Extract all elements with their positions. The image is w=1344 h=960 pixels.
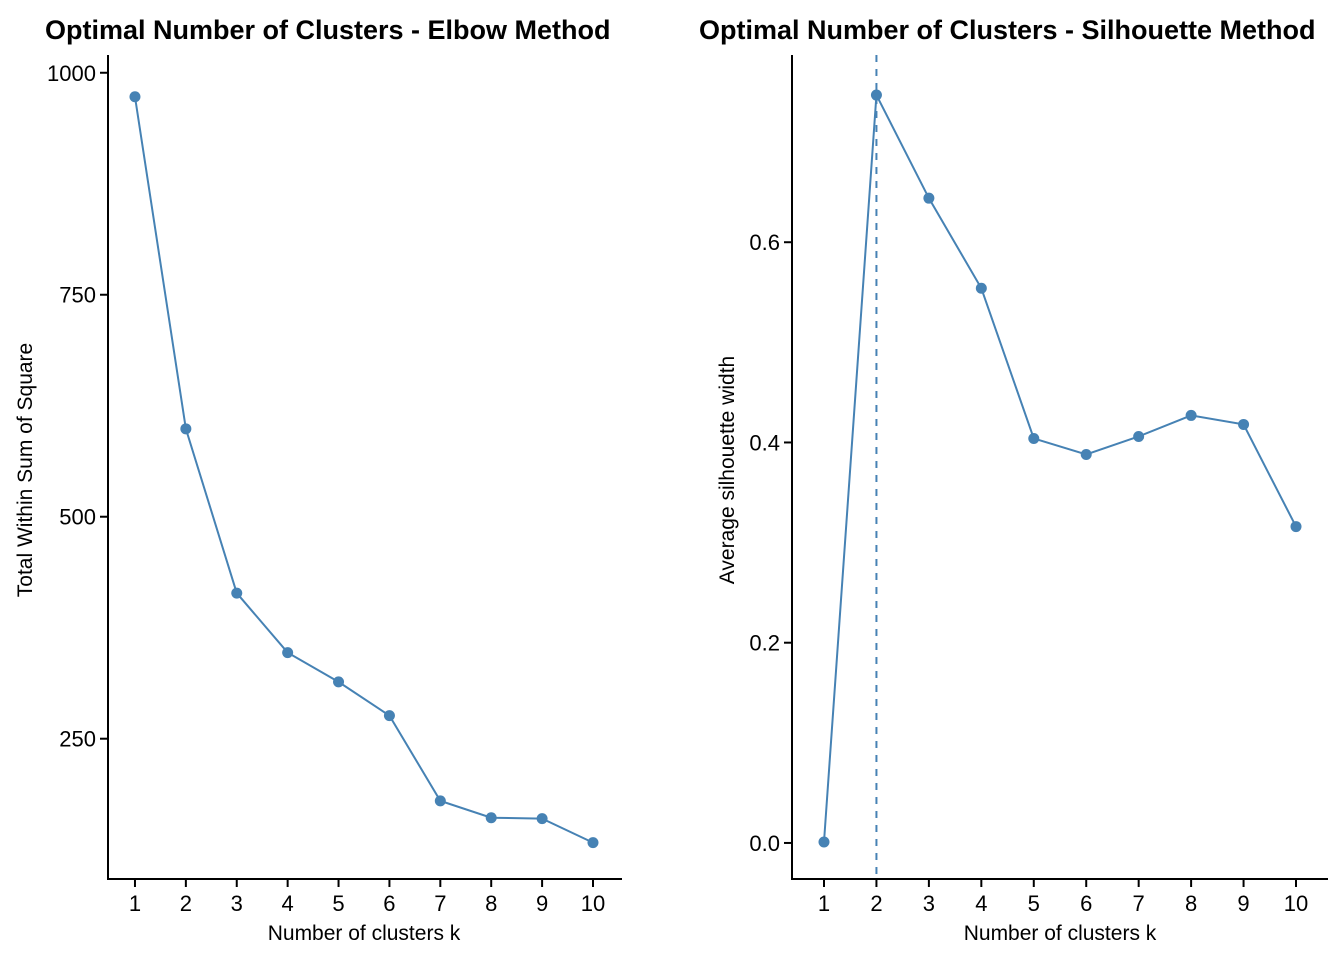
- x-tick-label: 2: [870, 891, 882, 916]
- data-point: [923, 192, 935, 204]
- data-point: [975, 282, 987, 294]
- y-tick-label: 0.2: [749, 631, 780, 656]
- y-tick-label: 1000: [47, 61, 96, 86]
- x-tick-label: 7: [1133, 891, 1145, 916]
- axis-lines: [791, 55, 1328, 880]
- data-point: [587, 837, 599, 849]
- x-tick-label: 1: [129, 891, 141, 916]
- data-point: [485, 812, 497, 824]
- x-tick-label: 9: [536, 891, 548, 916]
- x-tick-label: 3: [231, 891, 243, 916]
- silhouette-y-axis-label: Average silhouette width: [716, 356, 739, 584]
- y-tick-label: 0.6: [749, 230, 780, 255]
- elbow-x-axis-label: Number of clusters k: [268, 922, 461, 945]
- x-tick-label: 8: [1185, 891, 1197, 916]
- x-tick-label: 9: [1237, 891, 1249, 916]
- data-point: [1133, 430, 1145, 442]
- data-point: [870, 89, 882, 101]
- series-line: [822, 91, 1297, 843]
- x-tick-label: 7: [434, 891, 446, 916]
- data-point: [333, 676, 345, 688]
- series-line: [133, 96, 594, 844]
- x-tick-label: 3: [923, 891, 935, 916]
- x-tick-label: 2: [180, 891, 192, 916]
- data-point: [383, 710, 395, 722]
- elbow-y-axis-label: Total Within Sum of Square: [14, 343, 37, 597]
- silhouette-chart-title: Optimal Number of Clusters - Silhouette …: [699, 15, 1316, 45]
- x-tick-label: 10: [581, 891, 605, 916]
- x-tick-label: 8: [485, 891, 497, 916]
- x-tick-label: 4: [282, 891, 294, 916]
- data-point: [536, 813, 548, 825]
- data-point: [1290, 521, 1302, 533]
- x-tick-label: 6: [1080, 891, 1092, 916]
- x-tick-label: 6: [383, 891, 395, 916]
- data-point: [180, 423, 192, 435]
- silhouette-x-axis-label: Number of clusters k: [964, 922, 1157, 945]
- data-point: [1028, 432, 1040, 444]
- data-point: [1185, 409, 1197, 421]
- elbow-chart-title: Optimal Number of Clusters - Elbow Metho…: [45, 15, 611, 45]
- y-tick-label: 500: [59, 505, 96, 530]
- data-point: [1080, 448, 1092, 460]
- elbow-plot-panel: 250 500 750 1000 1 2 3 4 5 6 7 8 9 10: [47, 55, 622, 916]
- data-point: [1238, 418, 1250, 430]
- x-tick-label: 10: [1284, 891, 1308, 916]
- axis-lines: [107, 55, 622, 880]
- silhouette-plot-panel: 0.0 0.2 0.4 0.6 1 2 3 4 5 6 7 8 9 10: [749, 55, 1328, 916]
- y-tick-label: 250: [59, 727, 96, 752]
- data-point: [129, 91, 141, 103]
- x-tick-label: 4: [975, 891, 987, 916]
- data-point: [231, 587, 243, 599]
- y-tick-label: 0.4: [749, 430, 780, 455]
- data-point: [434, 795, 446, 807]
- y-tick-label: 750: [59, 283, 96, 308]
- data-point: [818, 836, 830, 848]
- x-tick-label: 1: [818, 891, 830, 916]
- y-tick-label: 0.0: [749, 831, 780, 856]
- x-tick-label: 5: [1028, 891, 1040, 916]
- data-point: [282, 647, 294, 659]
- x-tick-label: 5: [332, 891, 344, 916]
